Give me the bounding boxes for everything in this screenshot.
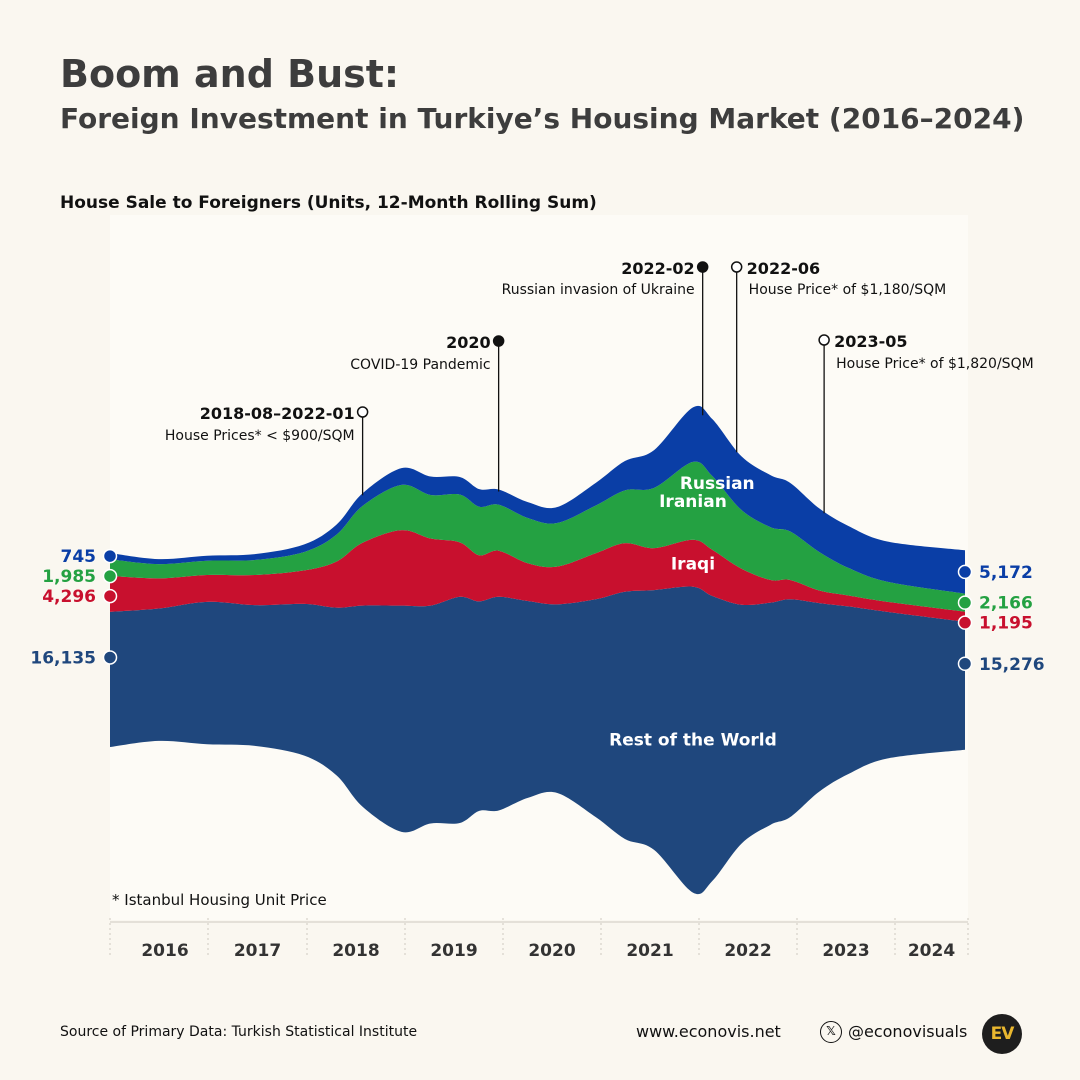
- area-rest-of-the-world: [110, 586, 965, 895]
- annotation-1-text: House Prices* < $900/SQM: [165, 428, 355, 444]
- annotation-4-marker: [730, 261, 743, 273]
- area-layers: [110, 405, 965, 895]
- start-value-iraqi: 4,296: [42, 587, 96, 607]
- label-iranian: Iranian: [659, 492, 727, 512]
- annotation-1-date: 2018-08–2022-01: [200, 404, 355, 423]
- start-value-rest-of-the-world: 16,135: [30, 648, 96, 668]
- end-value-iranian: 2,166: [979, 594, 1033, 614]
- annotation-4-text: House Price* of $1,180/SQM: [749, 282, 947, 298]
- annotation-5-marker: [818, 334, 830, 346]
- start-dot-iraqi: [102, 588, 118, 604]
- x-tick-2019: 2019: [430, 941, 477, 961]
- annotations: 2018-08–2022-01 House Prices* < $900/SQM 2…: [165, 259, 1034, 514]
- footnote: * Istanbul Housing Unit Price: [112, 891, 327, 909]
- annotation-3-date: 2022-02: [621, 259, 694, 278]
- end-dot-iranian: [957, 595, 973, 610]
- start-dot-rest-of-the-world: [102, 650, 118, 665]
- start-value-russian: 745: [61, 547, 97, 567]
- annotation-3-text: Russian invasion of Ukraine: [502, 282, 695, 298]
- label-iraqi: Iraqi: [671, 554, 715, 574]
- x-tick-2020: 2020: [528, 941, 575, 961]
- x-logo-icon: 𝕏: [820, 1021, 842, 1043]
- label-russian: Russian: [680, 474, 755, 494]
- annotation-2-text: COVID-19 Pandemic: [350, 357, 490, 373]
- annotation-3-marker: [696, 261, 709, 273]
- chart-title: House Sale to Foreigners (Units, 12-Mont…: [60, 193, 597, 213]
- x-tick-2023: 2023: [822, 941, 869, 961]
- annotation-2-marker: [492, 335, 505, 347]
- annotation-2-date: 2020: [446, 333, 491, 352]
- label-rest-of-the-world: Rest of the World: [609, 731, 777, 751]
- econovis-logo: EV: [982, 1014, 1022, 1054]
- end-dot-iraqi: [957, 615, 973, 630]
- end-value-rest-of-the-world: 15,276: [979, 655, 1045, 675]
- start-dot-iranian: [102, 568, 118, 584]
- end-value-iraqi: 1,195: [979, 614, 1033, 634]
- annotation-5-text: House Price* of $1,820/SQM: [836, 356, 1034, 372]
- end-dot-rest-of-the-world: [957, 656, 973, 672]
- source-credit: Source of Primary Data: Turkish Statisti…: [60, 1024, 418, 1040]
- area-russian: [110, 405, 965, 594]
- x-tick-2022: 2022: [724, 941, 771, 961]
- page-subtitle: Foreign Investment in Turkiye’s Housing …: [60, 102, 1025, 135]
- annotation-5-date: 2023-05: [834, 332, 907, 351]
- website-link[interactable]: www.econovis.net: [636, 1022, 781, 1041]
- x-tick-2024: 2024: [908, 941, 955, 961]
- area-iranian: [110, 461, 965, 612]
- annotation-4-date: 2022-06: [747, 259, 820, 278]
- x-tick-2016: 2016: [141, 941, 188, 961]
- social-handle[interactable]: @econovisuals: [848, 1022, 968, 1041]
- area-iraqi: [110, 530, 965, 622]
- end-dot-russian: [957, 564, 973, 580]
- x-axis: 2016 2017 2018 2019 2020 2021 2022 2023 2024: [109, 918, 969, 961]
- page-title: Boom and Bust:: [60, 52, 400, 96]
- start-dot-russian: [102, 548, 118, 564]
- x-tick-2021: 2021: [626, 941, 673, 961]
- x-tick-2017: 2017: [234, 941, 281, 961]
- x-tick-2018: 2018: [332, 941, 379, 961]
- annotation-1-marker: [356, 406, 369, 418]
- start-value-iranian: 1,985: [42, 567, 96, 587]
- end-value-russian: 5,172: [979, 563, 1033, 583]
